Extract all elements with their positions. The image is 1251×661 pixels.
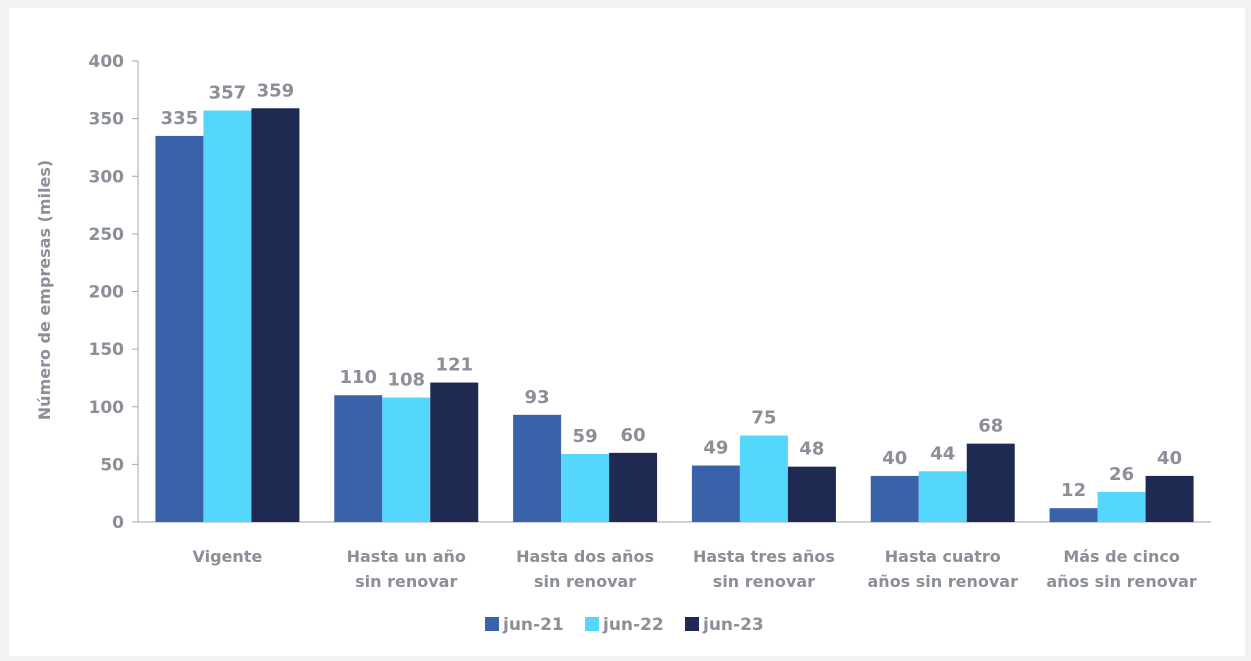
data-label: 75	[751, 408, 776, 429]
y-tick-label: 100	[89, 398, 125, 418]
data-label: 335	[161, 108, 199, 129]
legend-label: jun-23	[702, 615, 764, 635]
y-tick-label: 0	[112, 513, 124, 533]
y-tick-label: 350	[89, 110, 125, 130]
bar-jun-23	[609, 452, 658, 522]
data-label: 12	[1061, 480, 1086, 501]
y-tick-label: 400	[89, 52, 125, 72]
data-label: 93	[525, 387, 550, 408]
y-tick-label: 150	[89, 340, 125, 360]
category-label: Vigente	[193, 547, 263, 566]
y-tick-label: 250	[89, 225, 125, 245]
data-label: 359	[257, 80, 295, 101]
legend-swatch	[485, 617, 499, 631]
bar-chart: Número de empresas (miles) 0 50 100 150 200 2…	[35, 52, 1211, 635]
category-label: Hasta cuatro años sin renovar	[868, 547, 1019, 591]
data-label: 108	[387, 370, 425, 391]
bar-jun-23	[787, 466, 836, 522]
bar-jun-21	[691, 465, 740, 522]
bar-jun-22	[918, 471, 967, 522]
data-label: 26	[1109, 464, 1134, 485]
data-label: 60	[621, 425, 646, 446]
data-label: 40	[882, 448, 907, 469]
bar-jun-21	[155, 135, 204, 522]
legend-label: jun-21	[502, 615, 564, 635]
bar-jun-22	[739, 435, 788, 522]
category-label: Hasta tres años sin renovar	[693, 547, 835, 591]
legend-swatch	[585, 617, 599, 631]
bars	[155, 108, 1194, 523]
bar-jun-22	[203, 110, 252, 523]
data-label: 110	[339, 367, 377, 388]
bar-jun-22	[561, 454, 610, 522]
legend-label: jun-22	[602, 615, 664, 635]
data-label: 40	[1157, 448, 1182, 469]
category-label: Hasta dos años sin renovar	[516, 547, 654, 591]
bar-jun-23	[251, 108, 300, 522]
category-label: Hasta un año sin renovar	[347, 547, 466, 591]
category-labels: Vigente Hasta un año sin renovar Hasta dos …	[193, 547, 1197, 591]
data-label: 68	[978, 416, 1003, 437]
bar-jun-23	[966, 443, 1015, 522]
data-label: 357	[209, 83, 247, 104]
legend: jun-21 jun-22 jun-23	[485, 615, 764, 635]
y-tick-label: 300	[89, 167, 125, 187]
bar-jun-23	[1145, 475, 1194, 522]
data-labels: 335 357 359 110 108 121 93 59 60 49 75 48 40 44 68 12 26…	[161, 80, 1182, 501]
data-label: 48	[799, 439, 824, 460]
bar-jun-21	[334, 395, 383, 522]
y-tick-label: 50	[100, 455, 124, 475]
bar-jun-22	[382, 397, 431, 522]
y-axis-title: Número de empresas (miles)	[35, 160, 54, 420]
chart-container: Número de empresas (miles) 0 50 100 150 200 2…	[9, 8, 1245, 656]
bar-jun-21	[513, 414, 562, 522]
bar-jun-21	[1049, 508, 1098, 522]
legend-swatch	[685, 617, 699, 631]
bar-jun-22	[1097, 492, 1146, 522]
bar-jun-23	[430, 382, 479, 522]
data-label: 44	[930, 443, 955, 464]
category-label: Más de cinco años sin renovar	[1046, 547, 1197, 591]
data-label: 59	[573, 426, 598, 447]
bar-jun-21	[870, 475, 919, 522]
y-tick-label: 200	[89, 283, 125, 303]
data-label: 121	[435, 355, 473, 376]
data-label: 49	[703, 438, 728, 459]
y-axis-ticks: 0 50 100 150 200 250 300 350 400	[89, 52, 138, 533]
